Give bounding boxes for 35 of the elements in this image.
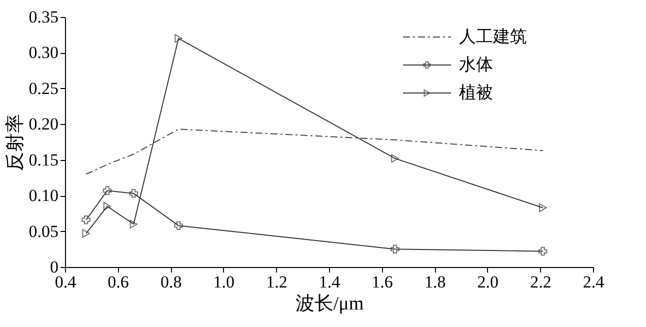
x-tick-label: 1.6 (372, 272, 393, 292)
point (129, 189, 138, 198)
y-tick-label: 0.25 (28, 78, 58, 98)
x-tick-label: 1.0 (213, 272, 235, 292)
x-tick-label: 1.2 (266, 272, 288, 292)
point (103, 202, 112, 211)
x-tick-label: 2.4 (582, 272, 605, 292)
point (130, 220, 138, 229)
line-series (86, 128, 544, 175)
x-tick-label: 2.0 (477, 272, 499, 292)
x-axis-title: 波长/μm (295, 294, 364, 314)
y-tick-label: 0.05 (28, 222, 58, 241)
point (538, 246, 548, 256)
y-tick-label: 0.30 (28, 43, 58, 62)
point (391, 154, 399, 163)
y-tick-label: 0.20 (28, 114, 58, 134)
point (102, 186, 112, 195)
x-tick-label: 0.6 (108, 272, 129, 292)
x-tick-label: 0.8 (160, 272, 182, 292)
legend-label: 植被 (459, 83, 493, 102)
y-tick-label: 0.15 (28, 150, 58, 170)
x-tick-label: 1.8 (424, 272, 446, 292)
x-tick-label: 1.4 (318, 272, 341, 292)
point (82, 229, 90, 238)
point (174, 221, 183, 230)
legend-label: 水体 (459, 55, 493, 74)
point (538, 203, 547, 212)
y-tick-label: 0.35 (28, 8, 58, 26)
point (82, 215, 90, 224)
x-tick-label: 2.2 (530, 272, 552, 292)
y-tick-label: 0.10 (28, 186, 58, 206)
legend-label: 人工建筑 (459, 27, 527, 46)
y-axis-title: 反射率 (4, 114, 26, 171)
point (390, 244, 400, 254)
point (174, 34, 182, 43)
